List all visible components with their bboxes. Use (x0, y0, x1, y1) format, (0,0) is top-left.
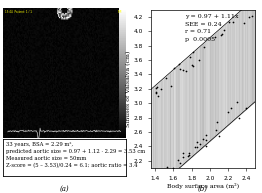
Point (188, 55, 192, 58)
Text: 15:44  Patient: 1 / 1: 15:44 Patient: 1 / 1 (5, 10, 32, 14)
Point (204, 134, 209, 137)
Point (220, 33, 224, 36)
Point (178, 162, 182, 165)
Point (181, 151, 185, 154)
Point (195, 146, 199, 149)
Text: (a): (a) (59, 185, 69, 193)
Point (212, 35, 217, 38)
Point (155, 85, 159, 89)
Point (165, 165, 170, 168)
Point (217, 134, 221, 137)
Point (242, 22, 246, 25)
Point (169, 85, 173, 88)
X-axis label: Body surface area (m²): Body surface area (m²) (167, 183, 239, 189)
Point (204, 138, 208, 141)
Point (176, 159, 180, 162)
Point (200, 137, 205, 141)
Point (197, 59, 201, 62)
Y-axis label: Sinuses of Valsalva (cm): Sinuses of Valsalva (cm) (126, 51, 131, 127)
Point (227, 20, 231, 23)
Point (187, 152, 191, 155)
Point (204, 144, 208, 147)
Point (181, 155, 185, 158)
Text: 33 years, BSA = 2.29 m²,
predicted aortic size = 0.97 + 1.12 · 2.29 = 3.53 cm
Me: 33 years, BSA = 2.29 m², predicted aorti… (6, 141, 146, 168)
Point (229, 107, 233, 110)
Point (222, 28, 226, 31)
Point (181, 68, 185, 71)
Point (154, 90, 158, 93)
Point (177, 62, 182, 65)
Point (191, 51, 195, 54)
Point (247, 15, 252, 18)
Point (214, 129, 219, 132)
Point (226, 110, 230, 113)
Point (215, 120, 219, 123)
Point (250, 15, 254, 18)
Text: (b): (b) (198, 185, 208, 193)
Point (195, 141, 199, 144)
Point (159, 88, 163, 91)
Point (193, 145, 197, 148)
Point (198, 142, 202, 145)
Text: M: M (118, 10, 121, 14)
Point (178, 67, 183, 70)
Point (235, 101, 239, 104)
Point (201, 45, 206, 48)
Point (156, 95, 160, 98)
Point (186, 155, 190, 158)
Point (171, 166, 175, 169)
Text: y = 0.97 + 1.11x
SEE = 0.24
r = 0.71
p  0.0005: y = 0.97 + 1.11x SEE = 0.24 r = 0.71 p 0… (185, 14, 239, 42)
Point (164, 77, 168, 80)
Point (244, 106, 248, 109)
Point (191, 64, 195, 67)
Point (219, 34, 223, 37)
Point (184, 70, 188, 73)
Point (231, 20, 235, 23)
Point (154, 86, 158, 90)
Point (187, 153, 191, 157)
Point (190, 64, 194, 67)
Point (237, 117, 241, 120)
Point (172, 66, 176, 69)
Point (154, 92, 159, 95)
